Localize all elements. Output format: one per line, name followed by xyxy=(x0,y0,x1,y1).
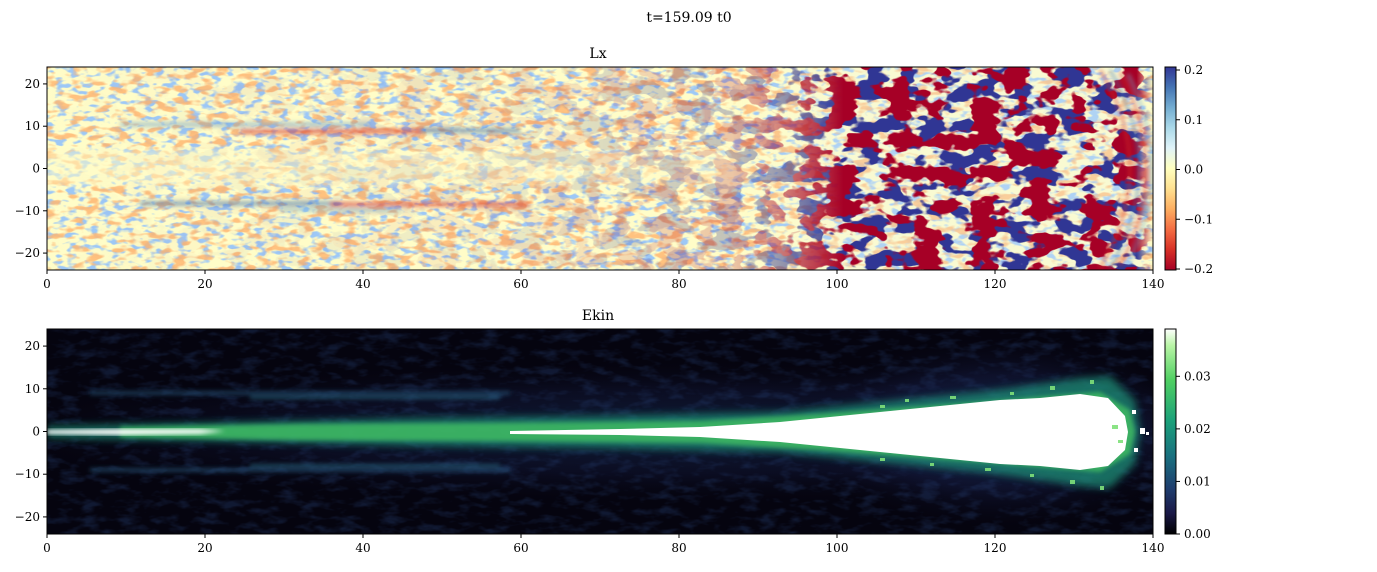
lx-panel: Lx xyxy=(15,46,1213,291)
lx-title: Lx xyxy=(589,46,606,62)
lx-cb-tick-label: −0.1 xyxy=(1184,212,1213,226)
ekin-cb-tick-label: 0.01 xyxy=(1184,474,1211,488)
lx-colorbar-ticks: 0.2 0.1 0.0 −0.1 −0.2 xyxy=(1176,63,1213,276)
lx-xtick-label: 60 xyxy=(513,277,528,291)
ekin-ytick-label: 10 xyxy=(25,382,40,396)
ekin-colorbar xyxy=(1164,328,1177,535)
ekin-panel: Ekin xyxy=(15,308,1211,555)
ekin-xtick-label: 0 xyxy=(43,541,51,555)
lx-xtick-label: 120 xyxy=(984,277,1007,291)
lx-colorbar xyxy=(1164,66,1177,271)
ekin-xtick-label: 60 xyxy=(513,541,528,555)
ekin-title: Ekin xyxy=(582,308,614,324)
lx-heatmap xyxy=(47,67,1153,270)
ekin-xtick-label: 80 xyxy=(671,541,686,555)
ekin-cb-tick-label: 0.02 xyxy=(1184,422,1211,436)
lx-xtick-label: 100 xyxy=(826,277,849,291)
ekin-xtick-label: 140 xyxy=(1142,541,1165,555)
ekin-cb-tick-label: 0.00 xyxy=(1184,527,1211,541)
lx-cb-tick-label: −0.2 xyxy=(1184,262,1213,276)
lx-ytick-label: −20 xyxy=(15,246,40,260)
ekin-ytick-label: −10 xyxy=(15,467,40,481)
lx-xtick-label: 80 xyxy=(671,277,686,291)
ekin-heatmap xyxy=(47,329,1153,534)
lx-cb-tick-label: 0.1 xyxy=(1184,113,1203,127)
ekin-ytick-label: −20 xyxy=(15,510,40,524)
ekin-ytick-label: 20 xyxy=(25,339,40,353)
ekin-xtick-label: 20 xyxy=(197,541,212,555)
lx-cb-tick-label: 0.0 xyxy=(1184,163,1203,177)
lx-xtick-label: 20 xyxy=(197,277,212,291)
lx-ytick-label: 0 xyxy=(32,162,40,176)
ekin-colorbar-ticks: 0.03 0.02 0.01 0.00 xyxy=(1176,369,1211,541)
lx-xtick-label: 40 xyxy=(355,277,370,291)
figure-title: t=159.09 t0 xyxy=(646,10,731,26)
ekin-cb-tick-label: 0.03 xyxy=(1184,369,1211,383)
lx-ytick-label: 10 xyxy=(25,119,40,133)
lx-ytick-label: 20 xyxy=(25,77,40,91)
lx-xtick-label: 0 xyxy=(43,277,51,291)
lx-xtick-label: 140 xyxy=(1142,277,1165,291)
lx-ytick-label: −10 xyxy=(15,204,40,218)
ekin-xtick-label: 120 xyxy=(984,541,1007,555)
ekin-ytick-label: 0 xyxy=(32,425,40,439)
ekin-xtick-label: 40 xyxy=(355,541,370,555)
ekin-xtick-label: 100 xyxy=(826,541,849,555)
lx-cb-tick-label: 0.2 xyxy=(1184,63,1203,77)
